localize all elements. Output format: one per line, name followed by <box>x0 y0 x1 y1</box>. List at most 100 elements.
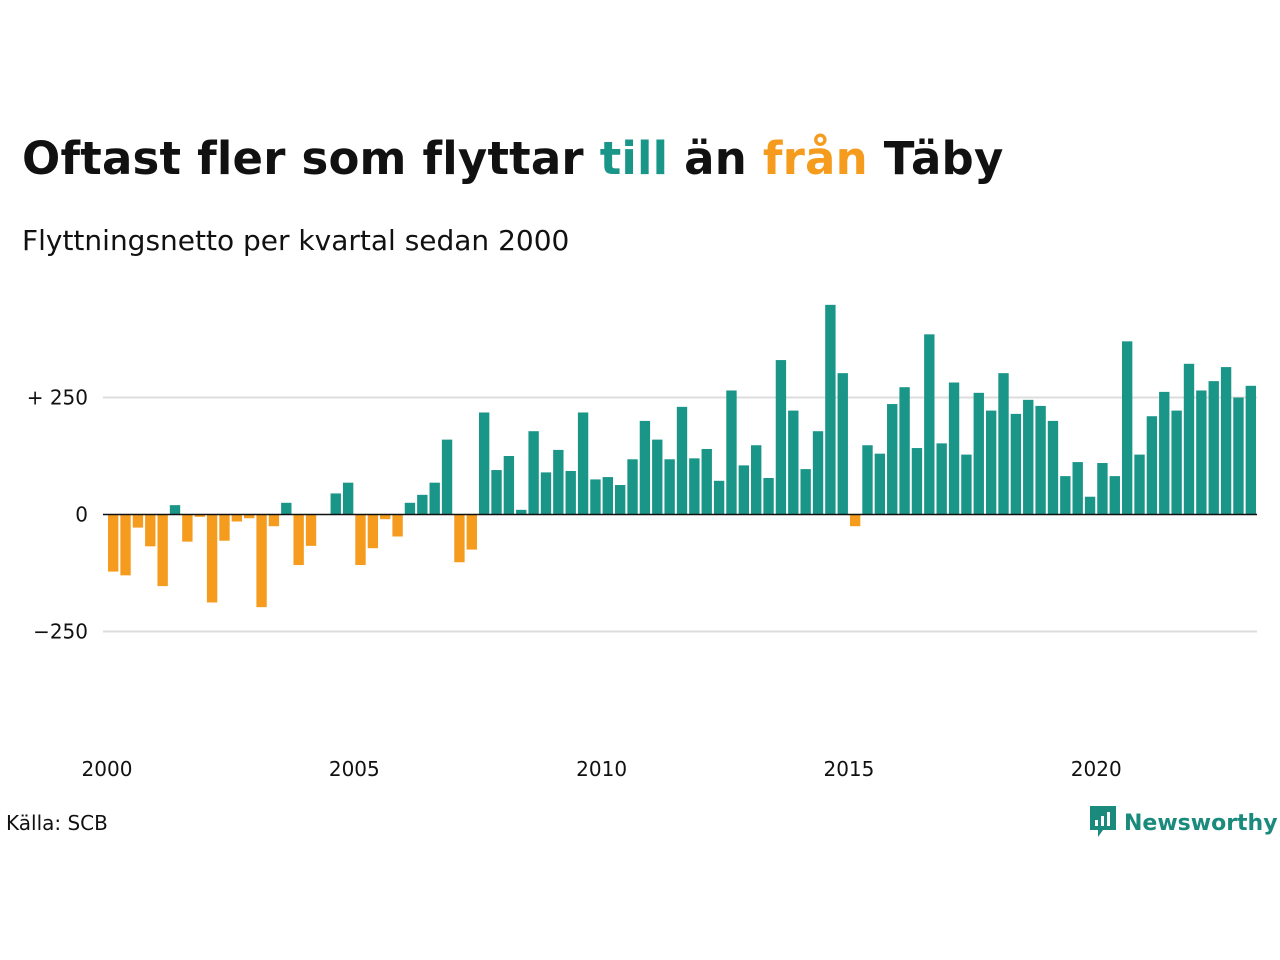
bar <box>145 514 156 547</box>
x-tick-label: 2010 <box>576 757 627 781</box>
bar <box>491 470 502 515</box>
x-tick-label: 2015 <box>823 757 874 781</box>
bar <box>1047 420 1059 515</box>
x-tick-label: 2005 <box>329 757 380 781</box>
bar <box>800 469 811 515</box>
bar <box>837 373 848 515</box>
bar <box>738 465 750 515</box>
bar <box>355 514 366 566</box>
newsworthy-logo[interactable]: Newsworthy <box>1088 804 1278 842</box>
y-axis-ticks: + 250 0 −250 <box>27 386 88 644</box>
bar <box>751 445 762 515</box>
bar <box>1023 399 1034 515</box>
bar <box>973 392 984 515</box>
bar <box>689 458 700 515</box>
bar <box>268 514 280 527</box>
bar <box>1245 385 1256 515</box>
bar <box>627 459 638 515</box>
chart-subtitle: Flyttningsnetto per kvartal sedan 2000 <box>22 224 570 257</box>
bar <box>1146 416 1158 515</box>
bar <box>1035 405 1046 515</box>
bar <box>132 514 144 528</box>
bar <box>936 443 947 515</box>
bar <box>293 514 304 566</box>
bar <box>1208 381 1219 515</box>
bar <box>590 479 601 515</box>
title-till: till <box>599 132 669 185</box>
bar <box>1134 454 1145 515</box>
bar <box>553 449 564 515</box>
bar <box>825 304 836 515</box>
x-axis-ticks: 2000 2005 2010 2015 2020 <box>82 757 1122 781</box>
bar <box>911 448 923 515</box>
title-part-3: än <box>668 132 763 185</box>
bar <box>342 482 354 515</box>
bar <box>862 445 873 515</box>
bar-chart: + 250 0 −250 2000 2005 2010 2015 2020 <box>27 304 1257 781</box>
bar <box>380 514 391 520</box>
bar <box>614 485 626 515</box>
bar <box>169 505 181 515</box>
bar <box>763 478 774 515</box>
bar <box>540 472 552 515</box>
bar <box>305 514 317 546</box>
bar <box>108 514 119 572</box>
bar <box>577 412 589 515</box>
bar <box>206 514 218 603</box>
bar <box>330 493 341 515</box>
bar <box>701 448 712 515</box>
bar <box>961 454 972 515</box>
bar <box>417 494 428 515</box>
grid-lines <box>103 396 1257 633</box>
bar <box>1171 410 1182 515</box>
bar <box>1109 476 1120 515</box>
bar <box>1060 476 1071 515</box>
bar <box>392 514 403 537</box>
bar <box>219 514 230 541</box>
bar <box>256 514 267 608</box>
bar <box>1121 341 1133 515</box>
y-tick-label: 0 <box>75 503 88 527</box>
bar <box>194 514 205 517</box>
bar <box>454 514 465 563</box>
bar <box>466 514 477 550</box>
bar <box>948 382 960 515</box>
bar <box>281 502 292 515</box>
x-tick-label: 2000 <box>82 757 133 781</box>
bar <box>528 431 539 515</box>
bar <box>565 470 576 515</box>
y-tick-label: −250 <box>33 620 88 644</box>
bar <box>887 404 898 515</box>
bar <box>478 412 490 515</box>
chart-title: Oftast fler som flyttar till än från Täb… <box>22 132 1004 185</box>
bar <box>998 373 1009 515</box>
bar <box>1233 397 1244 515</box>
bar <box>924 334 935 515</box>
title-part-5: Täby <box>867 132 1004 185</box>
bar <box>1072 462 1083 515</box>
bar <box>441 439 453 515</box>
bar <box>1220 367 1232 515</box>
bar <box>1196 390 1207 515</box>
bar <box>602 477 613 515</box>
bar <box>775 360 787 515</box>
bar <box>985 410 997 515</box>
bar <box>231 514 243 522</box>
bar <box>404 502 416 515</box>
bars <box>108 304 1256 608</box>
bar <box>676 406 688 515</box>
bar <box>1010 413 1022 515</box>
bar <box>1183 363 1195 515</box>
title-fran: från <box>762 132 868 185</box>
bar <box>157 514 168 587</box>
bar <box>812 431 824 515</box>
bar <box>713 480 725 515</box>
bar <box>639 420 651 515</box>
bar <box>726 390 737 515</box>
bar <box>1084 496 1096 515</box>
chart-speech-bubble-icon <box>1088 804 1118 842</box>
bar <box>182 514 193 542</box>
bar <box>120 514 131 576</box>
bar <box>503 456 515 515</box>
bar <box>652 439 663 515</box>
